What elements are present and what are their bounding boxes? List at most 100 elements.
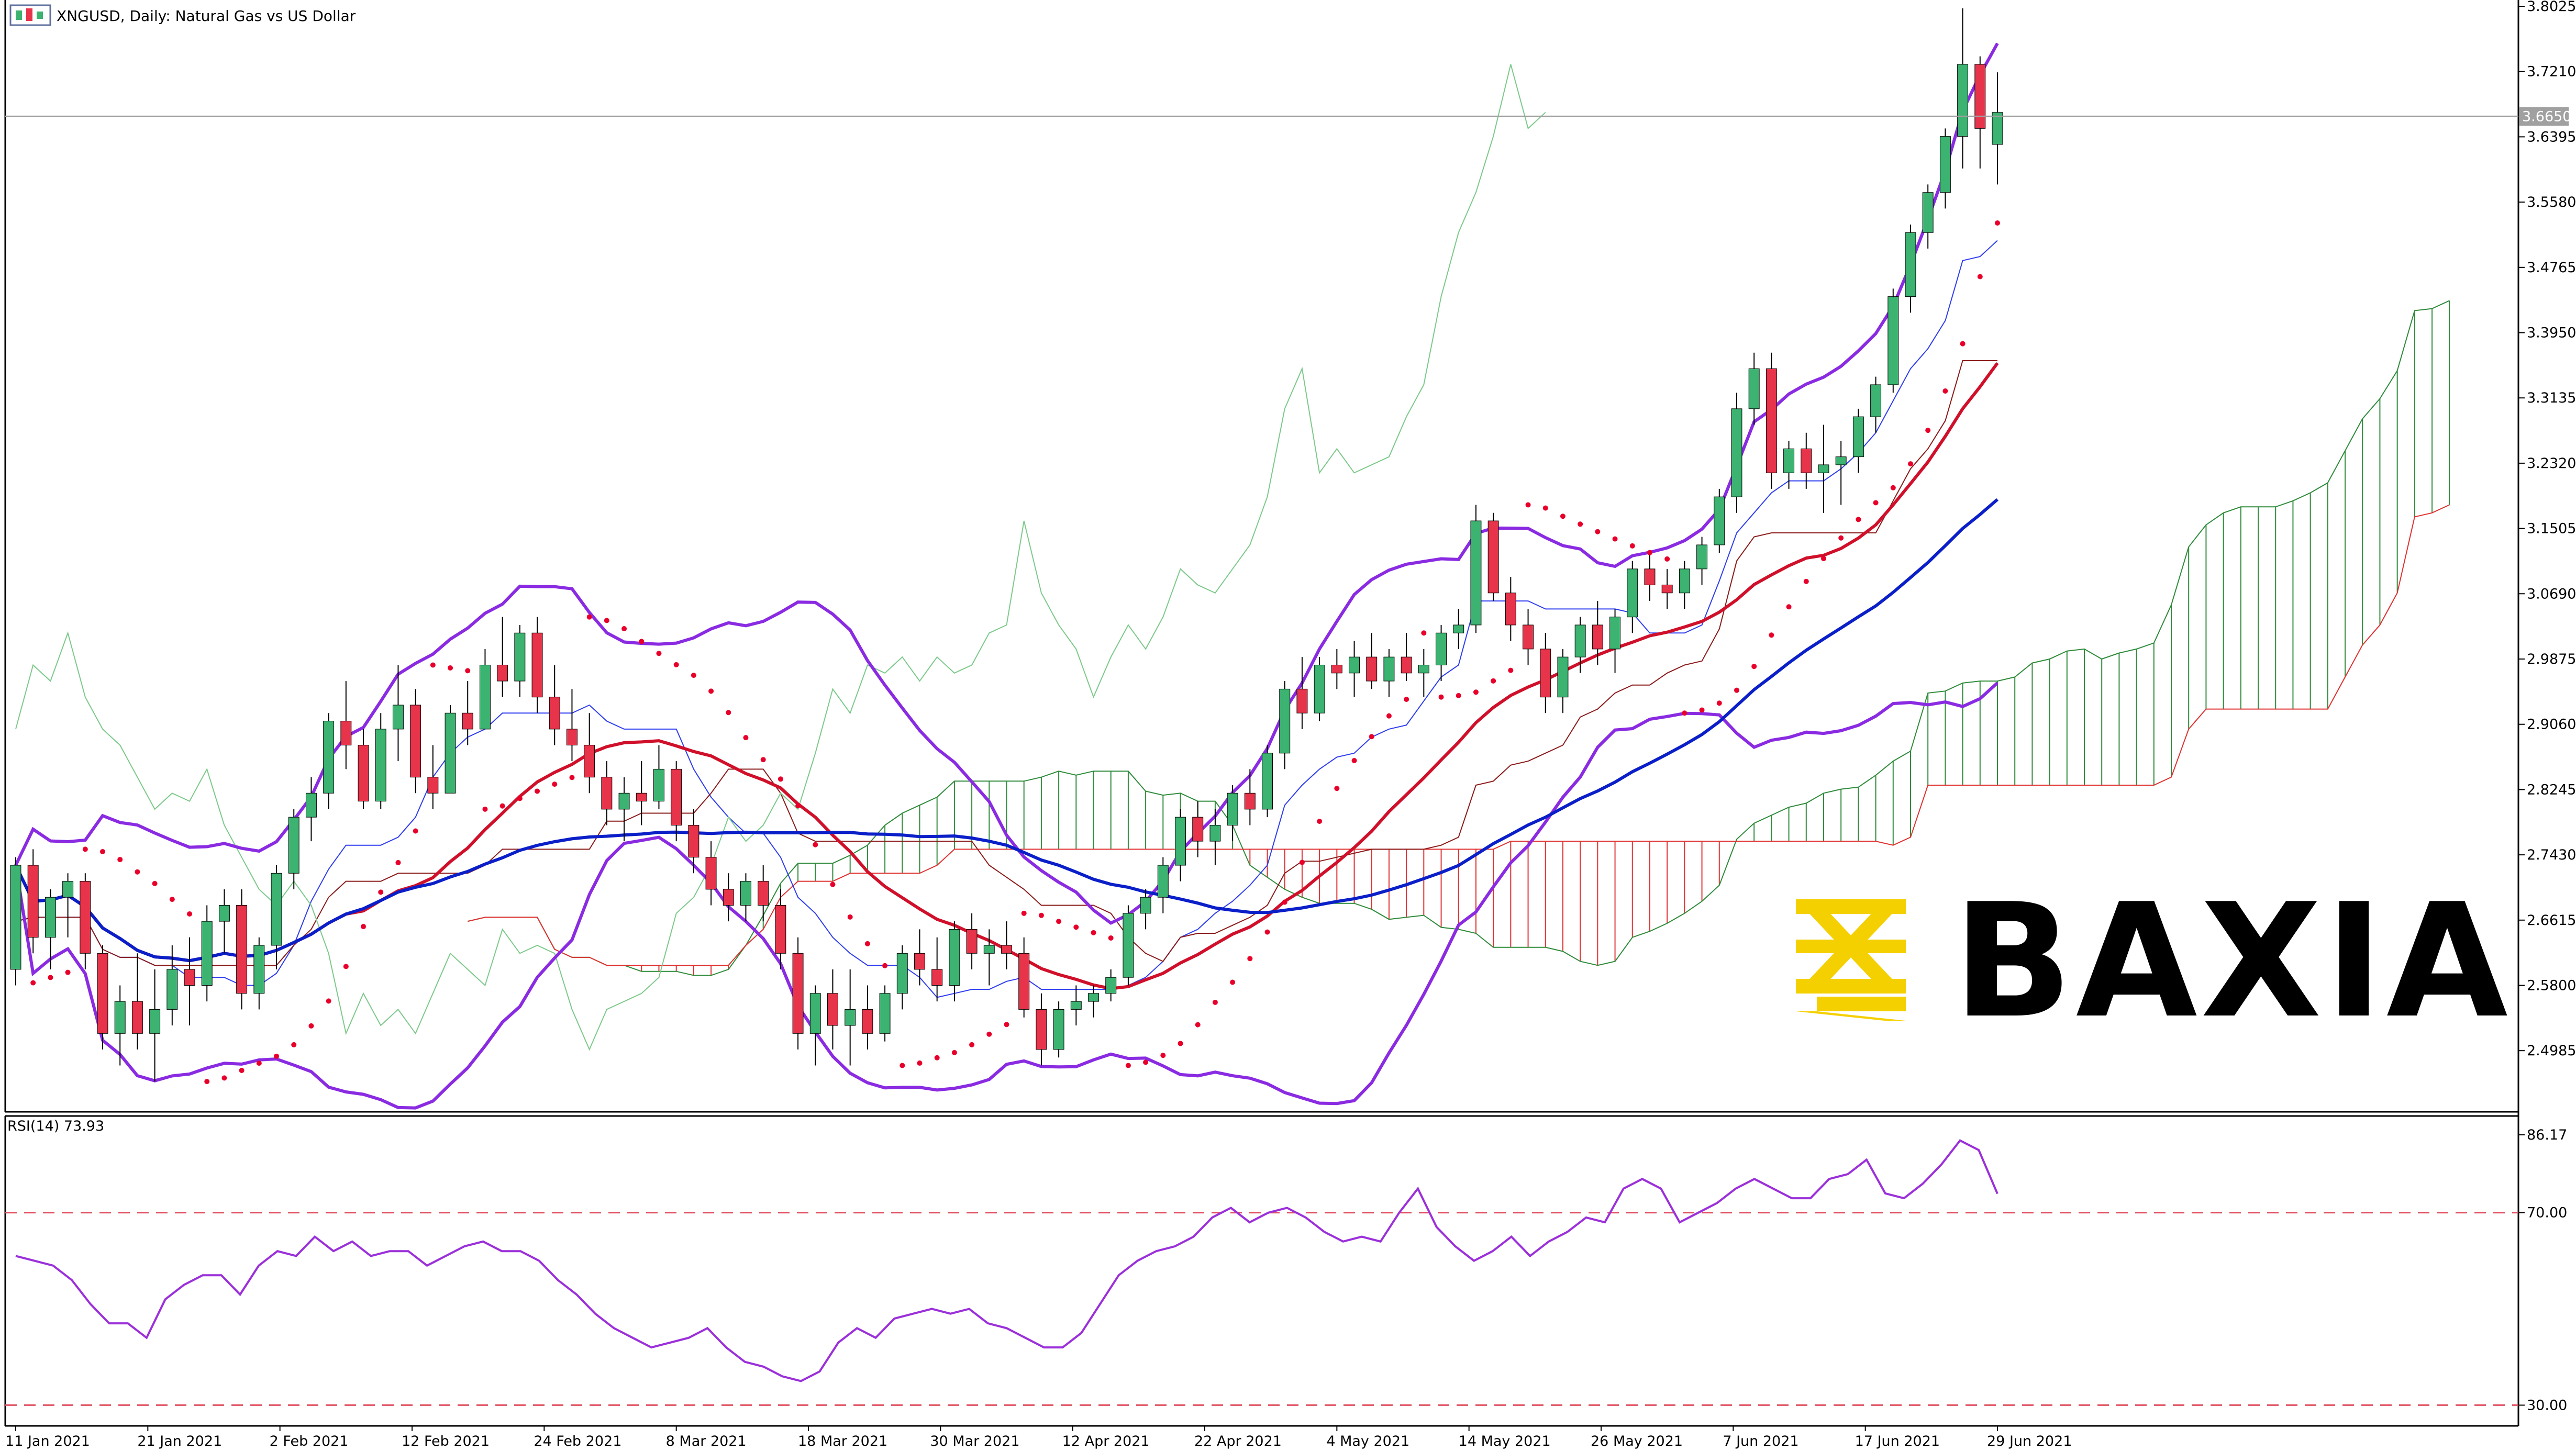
candle-body — [1748, 368, 1760, 409]
psar-dot — [291, 1042, 297, 1047]
candle-body — [1679, 568, 1690, 594]
psar-dot — [778, 776, 783, 782]
price-tick-label: 3.1505 — [2527, 521, 2576, 537]
psar-dot — [1907, 461, 1913, 467]
candle-body — [1852, 416, 1864, 457]
psar-dot — [795, 803, 801, 809]
candle-body — [201, 921, 213, 986]
psar-dot — [482, 806, 488, 812]
psar-dot — [586, 614, 592, 620]
psar-dot — [204, 1079, 210, 1085]
candle-body — [410, 705, 421, 778]
candle-body — [1192, 817, 1204, 842]
candle-body — [1592, 624, 1603, 650]
chart-header: XNGUSD, Daily: Natural Gas vs US Dollar — [9, 4, 356, 26]
psar-dot — [48, 975, 53, 980]
candle-body — [1609, 617, 1621, 650]
psar-dot — [743, 735, 749, 741]
psar-dot — [1629, 543, 1635, 549]
candle-body — [323, 721, 335, 794]
psar-dot — [1473, 689, 1479, 695]
candle-body — [862, 1009, 873, 1034]
psar-dot — [1751, 664, 1757, 669]
candle-body — [1053, 1009, 1064, 1050]
candle-body — [445, 712, 456, 794]
psar-dot — [65, 969, 71, 975]
candle-body — [1140, 897, 1151, 914]
candle-body — [983, 945, 995, 954]
rsi-panel: RSI(14) 73.93 86.17 70.00 30.00 — [5, 1118, 2567, 1413]
date-tick-label: 21 Jan 2021 — [137, 1433, 222, 1449]
psar-dot — [1647, 550, 1652, 555]
candle-body — [1366, 656, 1378, 682]
psar-dot — [1108, 935, 1114, 941]
candle-body — [1401, 656, 1412, 674]
psar-dot — [1995, 220, 2000, 226]
candle-body — [375, 729, 386, 802]
candle-body — [1661, 584, 1673, 594]
psar-dot — [934, 1055, 940, 1061]
psar-dot — [1925, 428, 1931, 433]
parabolic-sar — [30, 220, 2000, 1085]
psar-dot — [256, 1061, 262, 1066]
candle-body — [80, 881, 91, 954]
candle-body — [462, 712, 473, 730]
candle-body — [427, 777, 439, 794]
candle-body — [758, 881, 769, 906]
price-tick-label: 2.6615 — [2527, 912, 2576, 929]
psar-dot — [1977, 274, 1983, 280]
psar-dot — [465, 668, 471, 674]
candle-body — [149, 1009, 161, 1034]
date-tick-label: 4 May 2021 — [1326, 1433, 1409, 1449]
date-tick-label: 12 Feb 2021 — [402, 1433, 490, 1449]
candle-body — [497, 664, 508, 682]
candle-body — [1766, 368, 1777, 473]
psar-dot — [1856, 517, 1861, 522]
psar-dot — [135, 869, 140, 875]
senkou-span-a-line — [467, 300, 2450, 976]
psar-dot — [1195, 1022, 1201, 1028]
candle-body — [1209, 824, 1221, 842]
psar-dot — [430, 662, 436, 668]
psar-dot — [1404, 696, 1409, 702]
candle-body — [1088, 993, 1099, 1002]
candle-body — [1227, 793, 1238, 825]
psar-dot — [986, 1031, 992, 1037]
psar-dot — [1438, 694, 1444, 700]
candle-body — [166, 969, 178, 1010]
candle-body — [1505, 593, 1516, 626]
psar-dot — [1664, 556, 1670, 562]
date-tick-label: 11 Jan 2021 — [5, 1433, 90, 1449]
senkou-span-b-line — [467, 504, 2450, 966]
psar-dot — [726, 710, 731, 716]
bollinger-lower-band — [14, 682, 1999, 1110]
candle-body — [688, 824, 699, 858]
psar-dot — [274, 1053, 280, 1059]
psar-dot — [604, 618, 609, 623]
current-price-box — [2519, 107, 2569, 126]
candle-body — [1262, 753, 1273, 810]
psar-dot — [1716, 700, 1722, 706]
psar-dot — [1456, 693, 1461, 698]
psar-dot — [1386, 713, 1392, 719]
chikou-span-line — [15, 64, 1546, 1051]
psar-dot — [621, 626, 627, 632]
candle-body — [1835, 456, 1847, 465]
psar-dot — [448, 665, 453, 671]
candle-body — [809, 993, 821, 1034]
price-tick-label: 2.8245 — [2527, 782, 2576, 798]
candle-body — [1801, 448, 1812, 473]
psar-dot — [30, 980, 36, 986]
psar-dot — [117, 857, 123, 863]
date-tick-label: 29 Jun 2021 — [1987, 1433, 2072, 1449]
psar-dot — [1004, 1022, 1009, 1028]
candle-body — [566, 729, 578, 745]
candle-body — [1383, 656, 1395, 682]
candle-body — [653, 768, 664, 802]
psar-dot — [239, 1067, 245, 1073]
moving-average-slow-line — [14, 498, 1998, 963]
price-axis: 3.8025 3.7210 3.6395 3.5580 3.4765 3.3950 3.31… — [2518, 0, 2576, 1059]
candle-body — [1922, 192, 1934, 233]
psar-dot — [1803, 578, 1809, 584]
date-tick-label: 8 Mar 2021 — [666, 1433, 747, 1449]
